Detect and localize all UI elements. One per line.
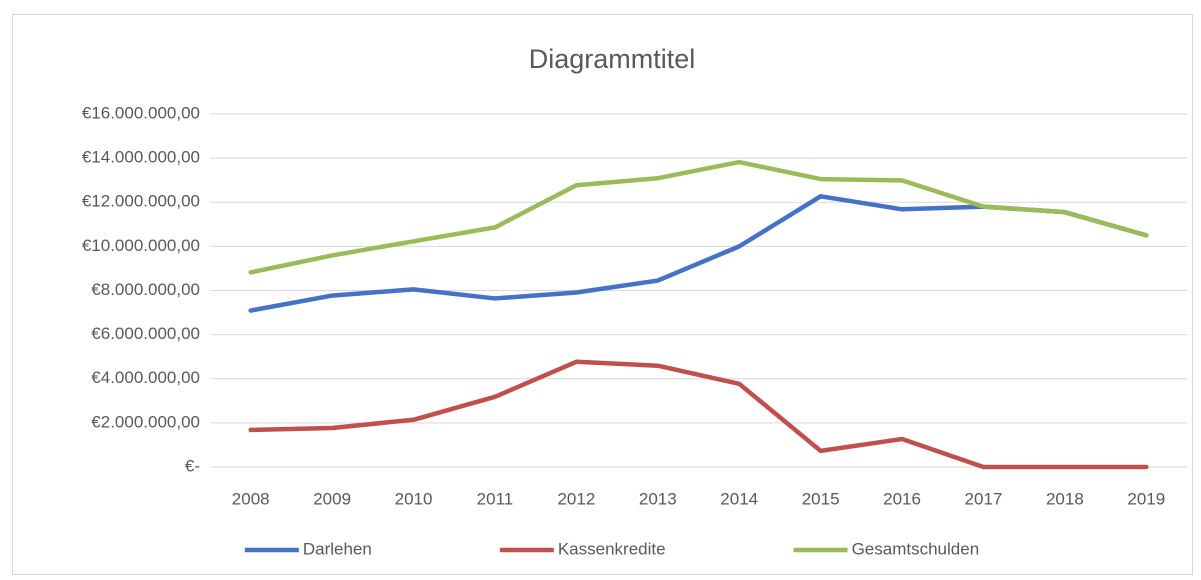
x-tick-label: 2018 [1046, 489, 1084, 508]
data-line [248, 159, 1149, 275]
y-tick-label: €14.000.000,00 [82, 148, 200, 167]
x-tick-label: 2015 [802, 489, 840, 508]
y-tick-label: €10.000.000,00 [82, 236, 200, 255]
chart-title: Diagrammtitel [529, 44, 696, 74]
x-tick-label: 2012 [557, 489, 595, 508]
y-tick-label: €8.000.000,00 [91, 280, 200, 299]
y-tick-label: €2.000.000,00 [91, 412, 200, 431]
x-tick-label: 2013 [639, 489, 677, 508]
x-tick-label: 2011 [477, 489, 514, 508]
legend-label: Kassenkredite [558, 539, 666, 558]
legend-label: Gesamtschulden [852, 539, 980, 558]
y-tick-label: €12.000.000,00 [82, 192, 200, 211]
y-tick-label: €- [185, 456, 200, 475]
x-tick-label: 2017 [965, 489, 1003, 508]
y-tick-label: €16.000.000,00 [82, 103, 200, 122]
y-tick-label: €4.000.000,00 [91, 368, 200, 387]
x-tick-label: 2008 [232, 489, 270, 508]
x-tick-label: 2009 [313, 489, 351, 508]
legend-label: Darlehen [303, 539, 372, 558]
x-tick-label: 2016 [883, 489, 921, 508]
chart-border [12, 14, 1193, 575]
x-tick-label: 2014 [720, 489, 758, 508]
y-tick-label: €6.000.000,00 [91, 324, 200, 343]
data-line [248, 359, 1149, 470]
x-tick-label: 2010 [395, 489, 433, 508]
x-tick-label: 2019 [1127, 489, 1165, 508]
